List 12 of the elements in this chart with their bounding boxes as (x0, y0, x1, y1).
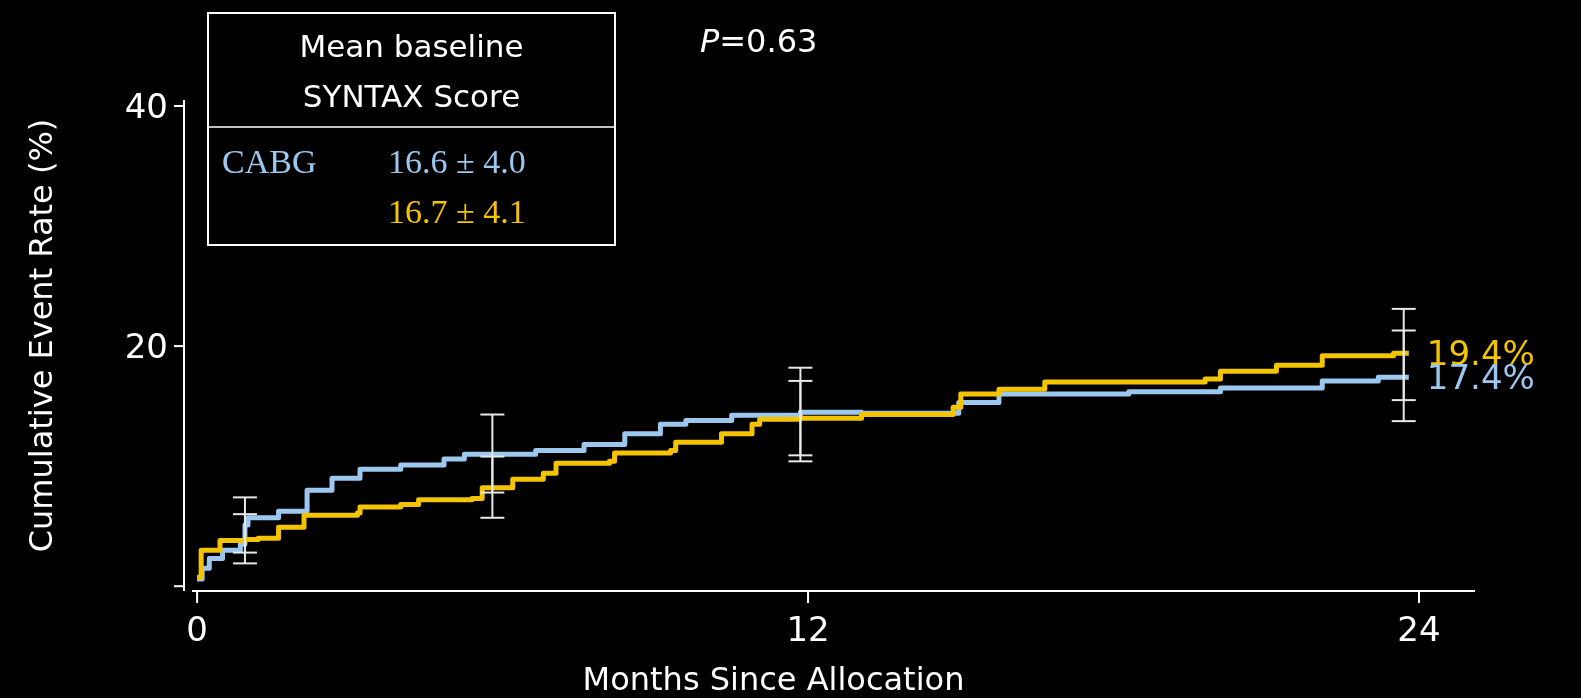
y-tick-label: 40 (124, 85, 168, 126)
y-tick-label: 20 (124, 326, 168, 366)
annotation: 16.7 ± 4.1 (388, 193, 526, 230)
legend-title: Mean baseline SYNTAX Score (299, 28, 524, 114)
text: CABG (222, 143, 317, 180)
y-axis-title: Cumulative Event Rate (%) (22, 118, 60, 553)
text: P=0.63 (700, 22, 818, 60)
x-tick-label: 12 (786, 609, 830, 649)
x-tick-label: 0 (186, 609, 208, 649)
x-axis-title: Months Since Allocation (582, 660, 965, 698)
x-tick-label: 24 (1397, 609, 1441, 649)
annotation: 16.6 ± 4.0 (388, 143, 526, 180)
